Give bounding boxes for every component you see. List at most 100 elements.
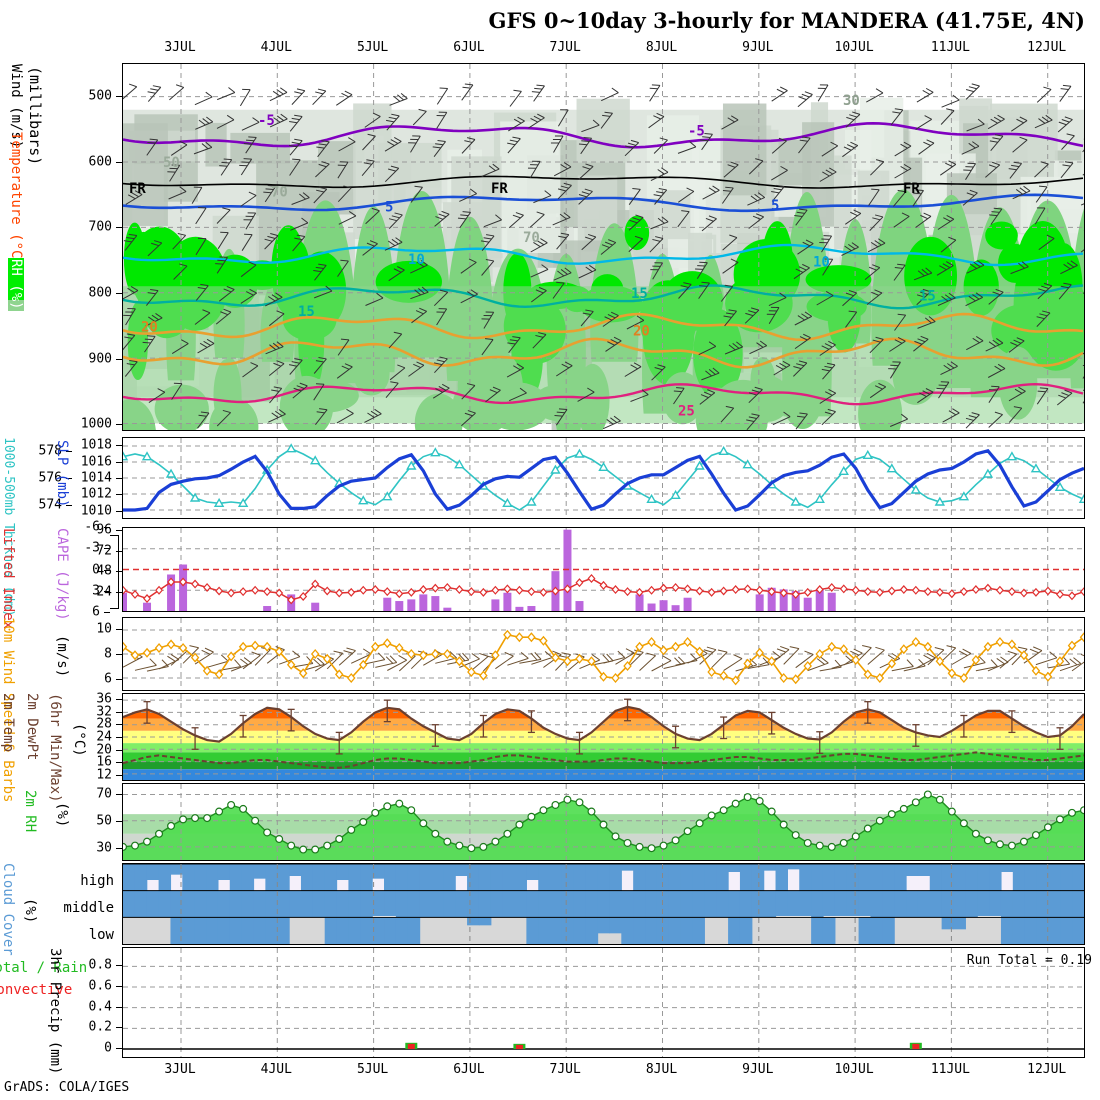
day-label-bottom: 11JUL — [930, 1062, 970, 1077]
axis-tick-mark — [116, 965, 122, 967]
axis-tick-label: -6 — [84, 519, 100, 535]
axis-tick-mark — [104, 548, 110, 550]
axis-tick-label: 24 — [96, 584, 112, 600]
cloud-unit-label: (%) — [22, 898, 38, 924]
day-label-top: 7JUL — [549, 40, 581, 55]
axis-tick-mark — [116, 724, 122, 726]
axis-tick-mark — [116, 699, 122, 701]
legend-rh-label: RH (%) — [8, 258, 24, 311]
day-label-bottom: 9JUL — [742, 1062, 774, 1077]
axis-tick-label: 0 — [104, 1040, 112, 1056]
day-label-top: 5JUL — [356, 40, 389, 55]
axis-tick-mark — [116, 820, 122, 822]
svg-text:25: 25 — [678, 403, 695, 419]
axis-tick-label: 600 — [88, 154, 112, 170]
axis-tick-label: 32 — [96, 704, 112, 720]
axis-tick-mark — [116, 571, 122, 573]
axis-tick-mark — [116, 591, 122, 593]
axis-tick-mark — [66, 450, 72, 452]
svg-text:FR: FR — [903, 181, 920, 197]
axis-tick-label: 1016 — [80, 454, 112, 470]
axis-tick-mark — [116, 774, 122, 776]
axis-tick-label: 50 — [96, 813, 112, 829]
cloud-row-middle-label: middle — [63, 900, 114, 916]
axis-tick-mark — [116, 424, 122, 426]
day-label-top: 6JUL — [453, 40, 485, 55]
panel-2m-rh — [122, 783, 1085, 861]
day-label-bottom: 5JUL — [356, 1062, 389, 1077]
axis-tick-label: 0.4 — [88, 999, 112, 1015]
day-label-top: 9JUL — [742, 40, 774, 55]
axis-tick-label: 3 — [92, 583, 100, 599]
axis-tick-label: 12 — [96, 767, 112, 783]
day-label-bottom: 12JUL — [1027, 1062, 1067, 1077]
axis-tick-label: 30 — [96, 840, 112, 856]
axis-tick-label: 574 — [38, 497, 62, 513]
temp-unit-label: (°C) — [71, 723, 87, 757]
axis-tick-mark — [116, 161, 122, 163]
axis-tick-mark — [116, 749, 122, 751]
axis-tick-label: 500 — [88, 88, 112, 104]
axis-tick-label: 0.8 — [88, 957, 112, 973]
axis-tick-mark — [116, 530, 122, 532]
svg-text:50: 50 — [163, 155, 180, 171]
axis-tick-mark — [116, 293, 122, 294]
svg-text:30: 30 — [843, 93, 860, 109]
cloud-row-low-label: low — [88, 927, 114, 943]
axis-tick-label: 578 — [38, 443, 62, 459]
axis-tick-label: 800 — [88, 285, 112, 301]
axis-tick-mark — [116, 494, 122, 496]
axis-tick-mark — [116, 550, 122, 552]
svg-text:5: 5 — [385, 199, 393, 215]
day-label-top: 10JUL — [834, 40, 874, 55]
axis-tick-mark — [66, 478, 72, 479]
axis-tick-label: 16 — [96, 754, 112, 770]
axis-tick-label: 8 — [104, 646, 112, 662]
cloud-row-high-label: high — [80, 873, 114, 889]
axis-tick-label: 72 — [96, 543, 112, 559]
slp-axis-label: SLP (mb) — [54, 440, 70, 508]
day-label-top: 12JUL — [1027, 40, 1067, 55]
day-label-bottom: 6JUL — [453, 1062, 485, 1077]
svg-text:10: 10 — [813, 254, 830, 270]
day-label-bottom: 8JUL — [645, 1062, 678, 1077]
axis-tick-mark — [116, 762, 122, 764]
axis-tick-label: 20 — [96, 742, 112, 758]
axis-tick-label: 24 — [96, 729, 112, 745]
svg-text:FR: FR — [491, 181, 508, 197]
panel-li-cape — [122, 527, 1085, 612]
day-label-top: 11JUL — [930, 40, 970, 55]
svg-text:15: 15 — [919, 288, 936, 304]
axis-tick-label: 48 — [96, 563, 112, 579]
axis-tick-mark — [104, 612, 110, 613]
page-title: GFS 0~10day 3-hourly for MANDERA (41.75E… — [488, 8, 1085, 33]
axis-tick-label: -3 — [84, 540, 100, 556]
axis-tick-label: 70 — [96, 786, 112, 802]
cape-axis-label: CAPE (J/kg) — [54, 528, 70, 621]
footer-credit: GrADS: COLA/IGES — [4, 1080, 130, 1095]
axis-tick-label: 0.2 — [88, 1019, 112, 1035]
axis-tick-mark — [116, 358, 122, 360]
svg-text:15: 15 — [298, 304, 315, 320]
axis-tick-mark — [116, 654, 122, 655]
axis-tick-mark — [116, 986, 122, 987]
minmax-axis-label: (6hr Min/Max) — [47, 693, 63, 803]
axis-tick-mark — [66, 505, 72, 507]
precip-convective-legend: Convective — [0, 982, 73, 998]
svg-text:20: 20 — [141, 320, 158, 336]
svg-text:5: 5 — [771, 198, 779, 214]
axis-tick-mark — [116, 737, 122, 738]
axis-tick-label: 1010 — [80, 503, 112, 519]
li-bracket — [110, 535, 119, 609]
axis-tick-label: 700 — [88, 219, 112, 235]
axis-tick-label: 0 — [92, 562, 100, 577]
panel-10m-wind — [122, 617, 1085, 691]
axis-tick-mark — [104, 527, 110, 528]
axis-tick-mark — [116, 227, 122, 229]
svg-text:-5: -5 — [688, 124, 705, 140]
svg-text:15: 15 — [631, 286, 648, 302]
svg-text:10: 10 — [408, 252, 425, 268]
axis-tick-mark — [116, 510, 122, 512]
axis-tick-mark — [104, 569, 110, 571]
rh-unit-label: (%) — [54, 802, 70, 828]
